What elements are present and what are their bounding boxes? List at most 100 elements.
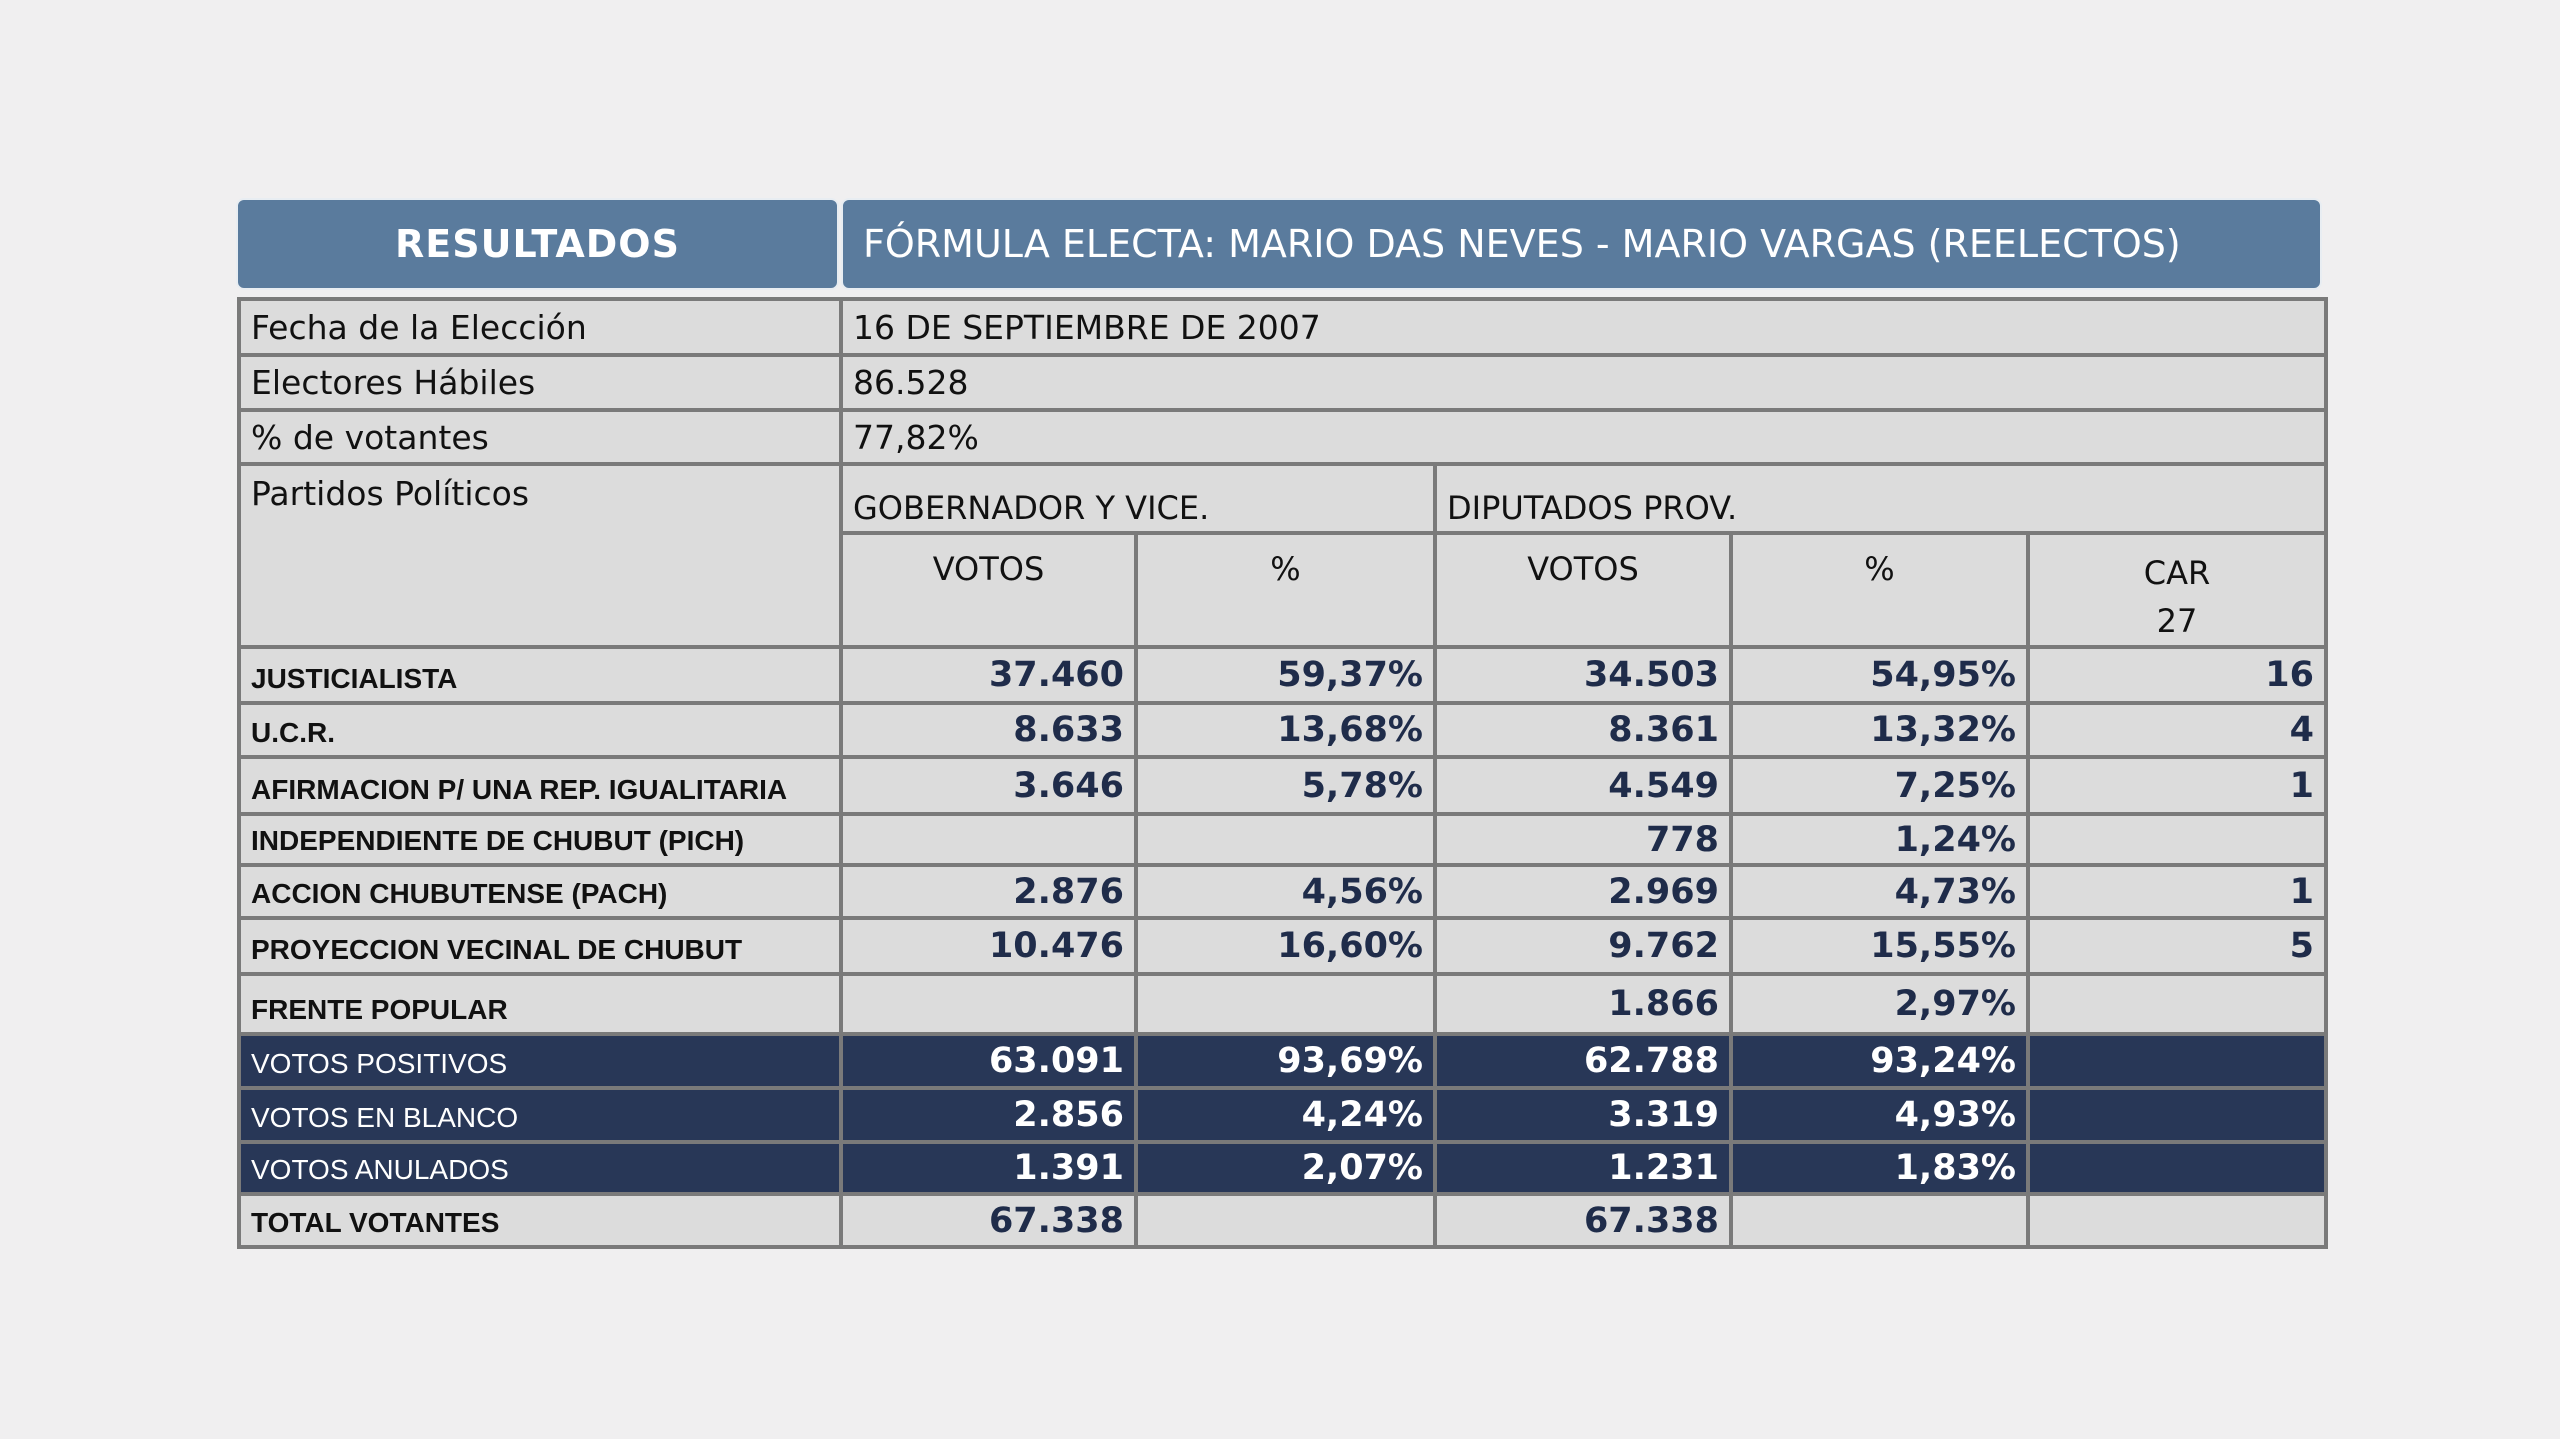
seats-header: CAR 27	[2026, 531, 2328, 649]
table-row: VOTOS EN BLANCO 2.856 4,24% 3.319 4,93%	[237, 1086, 2328, 1144]
party-name: TOTAL VOTANTES	[237, 1192, 843, 1249]
table-row: ACCION CHUBUTENSE (PACH) 2.876 4,56% 2.969 4…	[237, 863, 2328, 920]
info-row-date: Fecha de la Elección 16 DE SEPTIEMBRE DE…	[237, 297, 2328, 357]
results-table: Fecha de la Elección 16 DE SEPTIEMBRE DE…	[237, 297, 2328, 1249]
deputies-pct-cell: 4,73%	[1729, 863, 2030, 920]
deputies-pct-cell: 54,95%	[1729, 645, 2030, 705]
info-row-electors: Electores Hábiles 86.528	[237, 353, 2328, 412]
deputies-pct-cell: 15,55%	[1729, 916, 2030, 976]
seats-cell	[2026, 812, 2328, 867]
party-name: VOTOS ANULADOS	[237, 1140, 843, 1196]
deputies-votes-cell: 3.319	[1433, 1086, 1733, 1144]
turnout-value: 77,82%	[839, 408, 2328, 466]
governor-pct-cell: 2,07%	[1134, 1140, 1437, 1196]
deputies-votes-cell: 1.866	[1433, 972, 1733, 1036]
deputies-pct-cell: 93,24%	[1729, 1032, 2030, 1090]
party-name: AFIRMACION P/ UNA REP. IGUALITARIA	[237, 755, 843, 816]
deputies-pct-cell: 4,93%	[1729, 1086, 2030, 1144]
seats-cell: 1	[2026, 755, 2328, 816]
parties-header: Partidos Políticos	[237, 462, 843, 649]
governor-votes-cell: 37.460	[839, 645, 1138, 705]
governor-pct-cell	[1134, 1192, 1437, 1249]
governor-votes-cell: 63.091	[839, 1032, 1138, 1090]
deputies-pct-cell: 1,83%	[1729, 1140, 2030, 1196]
group-header-row: Partidos Políticos GOBERNADOR Y VICE. DI…	[237, 462, 2328, 649]
governor-votes-cell: 67.338	[839, 1192, 1138, 1249]
party-name: INDEPENDIENTE DE CHUBUT (PICH)	[237, 812, 843, 867]
governor-pct-cell	[1134, 972, 1437, 1036]
deputies-pct-cell: 1,24%	[1729, 812, 2030, 867]
electors-value: 86.528	[839, 353, 2328, 412]
deputies-votes-cell: 2.969	[1433, 863, 1733, 920]
table-row: INDEPENDIENTE DE CHUBUT (PICH) 778 1,24%	[237, 812, 2328, 867]
seats-cell: 1	[2026, 863, 2328, 920]
deputies-votes-cell: 67.338	[1433, 1192, 1733, 1249]
info-row-turnout: % de votantes 77,82%	[237, 408, 2328, 466]
governor-votes-cell: 2.856	[839, 1086, 1138, 1144]
deputies-group-header: DIPUTADOS PROV.	[1433, 462, 2328, 535]
table-row: FRENTE POPULAR 1.866 2,97%	[237, 972, 2328, 1036]
turnout-label: % de votantes	[237, 408, 843, 466]
deputies-votes-cell: 1.231	[1433, 1140, 1733, 1196]
table-row: VOTOS POSITIVOS 63.091 93,69% 62.788 93,24%	[237, 1032, 2328, 1090]
deputies-pct-cell: 7,25%	[1729, 755, 2030, 816]
date-value: 16 DE SEPTIEMBRE DE 2007	[839, 297, 2328, 357]
governor-pct-header: %	[1134, 531, 1437, 649]
electors-label: Electores Hábiles	[237, 353, 843, 412]
table-row: U.C.R. 8.633 13,68% 8.361 13,32% 4	[237, 701, 2328, 759]
deputies-pct-cell	[1729, 1192, 2030, 1249]
date-label: Fecha de la Elección	[237, 297, 843, 357]
governor-pct-cell: 59,37%	[1134, 645, 1437, 705]
governor-votes-cell: 8.633	[839, 701, 1138, 759]
deputies-votes-cell: 8.361	[1433, 701, 1733, 759]
seats-cell	[2026, 1192, 2328, 1249]
party-name: JUSTICIALISTA	[237, 645, 843, 705]
party-name: VOTOS POSITIVOS	[237, 1032, 843, 1090]
seats-cell	[2026, 1140, 2328, 1196]
party-name: VOTOS EN BLANCO	[237, 1086, 843, 1144]
elected-formula-header: FÓRMULA ELECTA: MARIO DAS NEVES - MARIO …	[841, 198, 2322, 290]
governor-pct-cell: 4,56%	[1134, 863, 1437, 920]
column-header-row: VOTOS % VOTOS % CAR 27	[239, 531, 2328, 649]
seats-cell	[2026, 1086, 2328, 1144]
results-header: RESULTADOS	[236, 198, 839, 290]
governor-pct-cell: 93,69%	[1134, 1032, 1437, 1090]
seats-cell: 16	[2026, 645, 2328, 705]
governor-votes-cell	[839, 972, 1138, 1036]
party-name: FRENTE POPULAR	[237, 972, 843, 1036]
governor-votes-cell: 2.876	[839, 863, 1138, 920]
deputies-pct-cell: 13,32%	[1729, 701, 2030, 759]
governor-votes-cell	[839, 812, 1138, 867]
governor-votes-cell: 3.646	[839, 755, 1138, 816]
seats-cell: 4	[2026, 701, 2328, 759]
seats-label: CAR	[2143, 554, 2211, 592]
party-name: U.C.R.	[237, 701, 843, 759]
deputies-pct-header: %	[1729, 531, 2030, 649]
governor-pct-cell: 5,78%	[1134, 755, 1437, 816]
governor-votes-cell: 10.476	[839, 916, 1138, 976]
seats-cell	[2026, 1032, 2328, 1090]
deputies-votes-cell: 4.549	[1433, 755, 1733, 816]
seats-cell	[2026, 972, 2328, 1036]
governor-votes-cell: 1.391	[839, 1140, 1138, 1196]
governor-pct-cell: 13,68%	[1134, 701, 1437, 759]
table-row: TOTAL VOTANTES 67.338 67.338	[237, 1192, 2328, 1249]
party-name: ACCION CHUBUTENSE (PACH)	[237, 863, 843, 920]
table-row: AFIRMACION P/ UNA REP. IGUALITARIA 3.646 5…	[237, 755, 2328, 816]
deputies-votes-header: VOTOS	[1433, 531, 1733, 649]
deputies-votes-cell: 34.503	[1433, 645, 1733, 705]
table-row: VOTOS ANULADOS 1.391 2,07% 1.231 1,83%	[237, 1140, 2328, 1196]
governor-pct-cell	[1134, 812, 1437, 867]
seats-total: 27	[2156, 602, 2198, 640]
deputies-votes-cell: 62.788	[1433, 1032, 1733, 1090]
governor-votes-header: VOTOS	[839, 531, 1138, 649]
governor-pct-cell: 16,60%	[1134, 916, 1437, 976]
deputies-votes-cell: 778	[1433, 812, 1733, 867]
table-row: JUSTICIALISTA 37.460 59,37% 34.503 54,95% 16	[237, 645, 2328, 705]
seats-cell: 5	[2026, 916, 2328, 976]
deputies-pct-cell: 2,97%	[1729, 972, 2030, 1036]
governor-group-header: GOBERNADOR Y VICE.	[839, 462, 1437, 535]
party-name: PROYECCION VECINAL DE CHUBUT	[237, 916, 843, 976]
deputies-votes-cell: 9.762	[1433, 916, 1733, 976]
governor-pct-cell: 4,24%	[1134, 1086, 1437, 1144]
